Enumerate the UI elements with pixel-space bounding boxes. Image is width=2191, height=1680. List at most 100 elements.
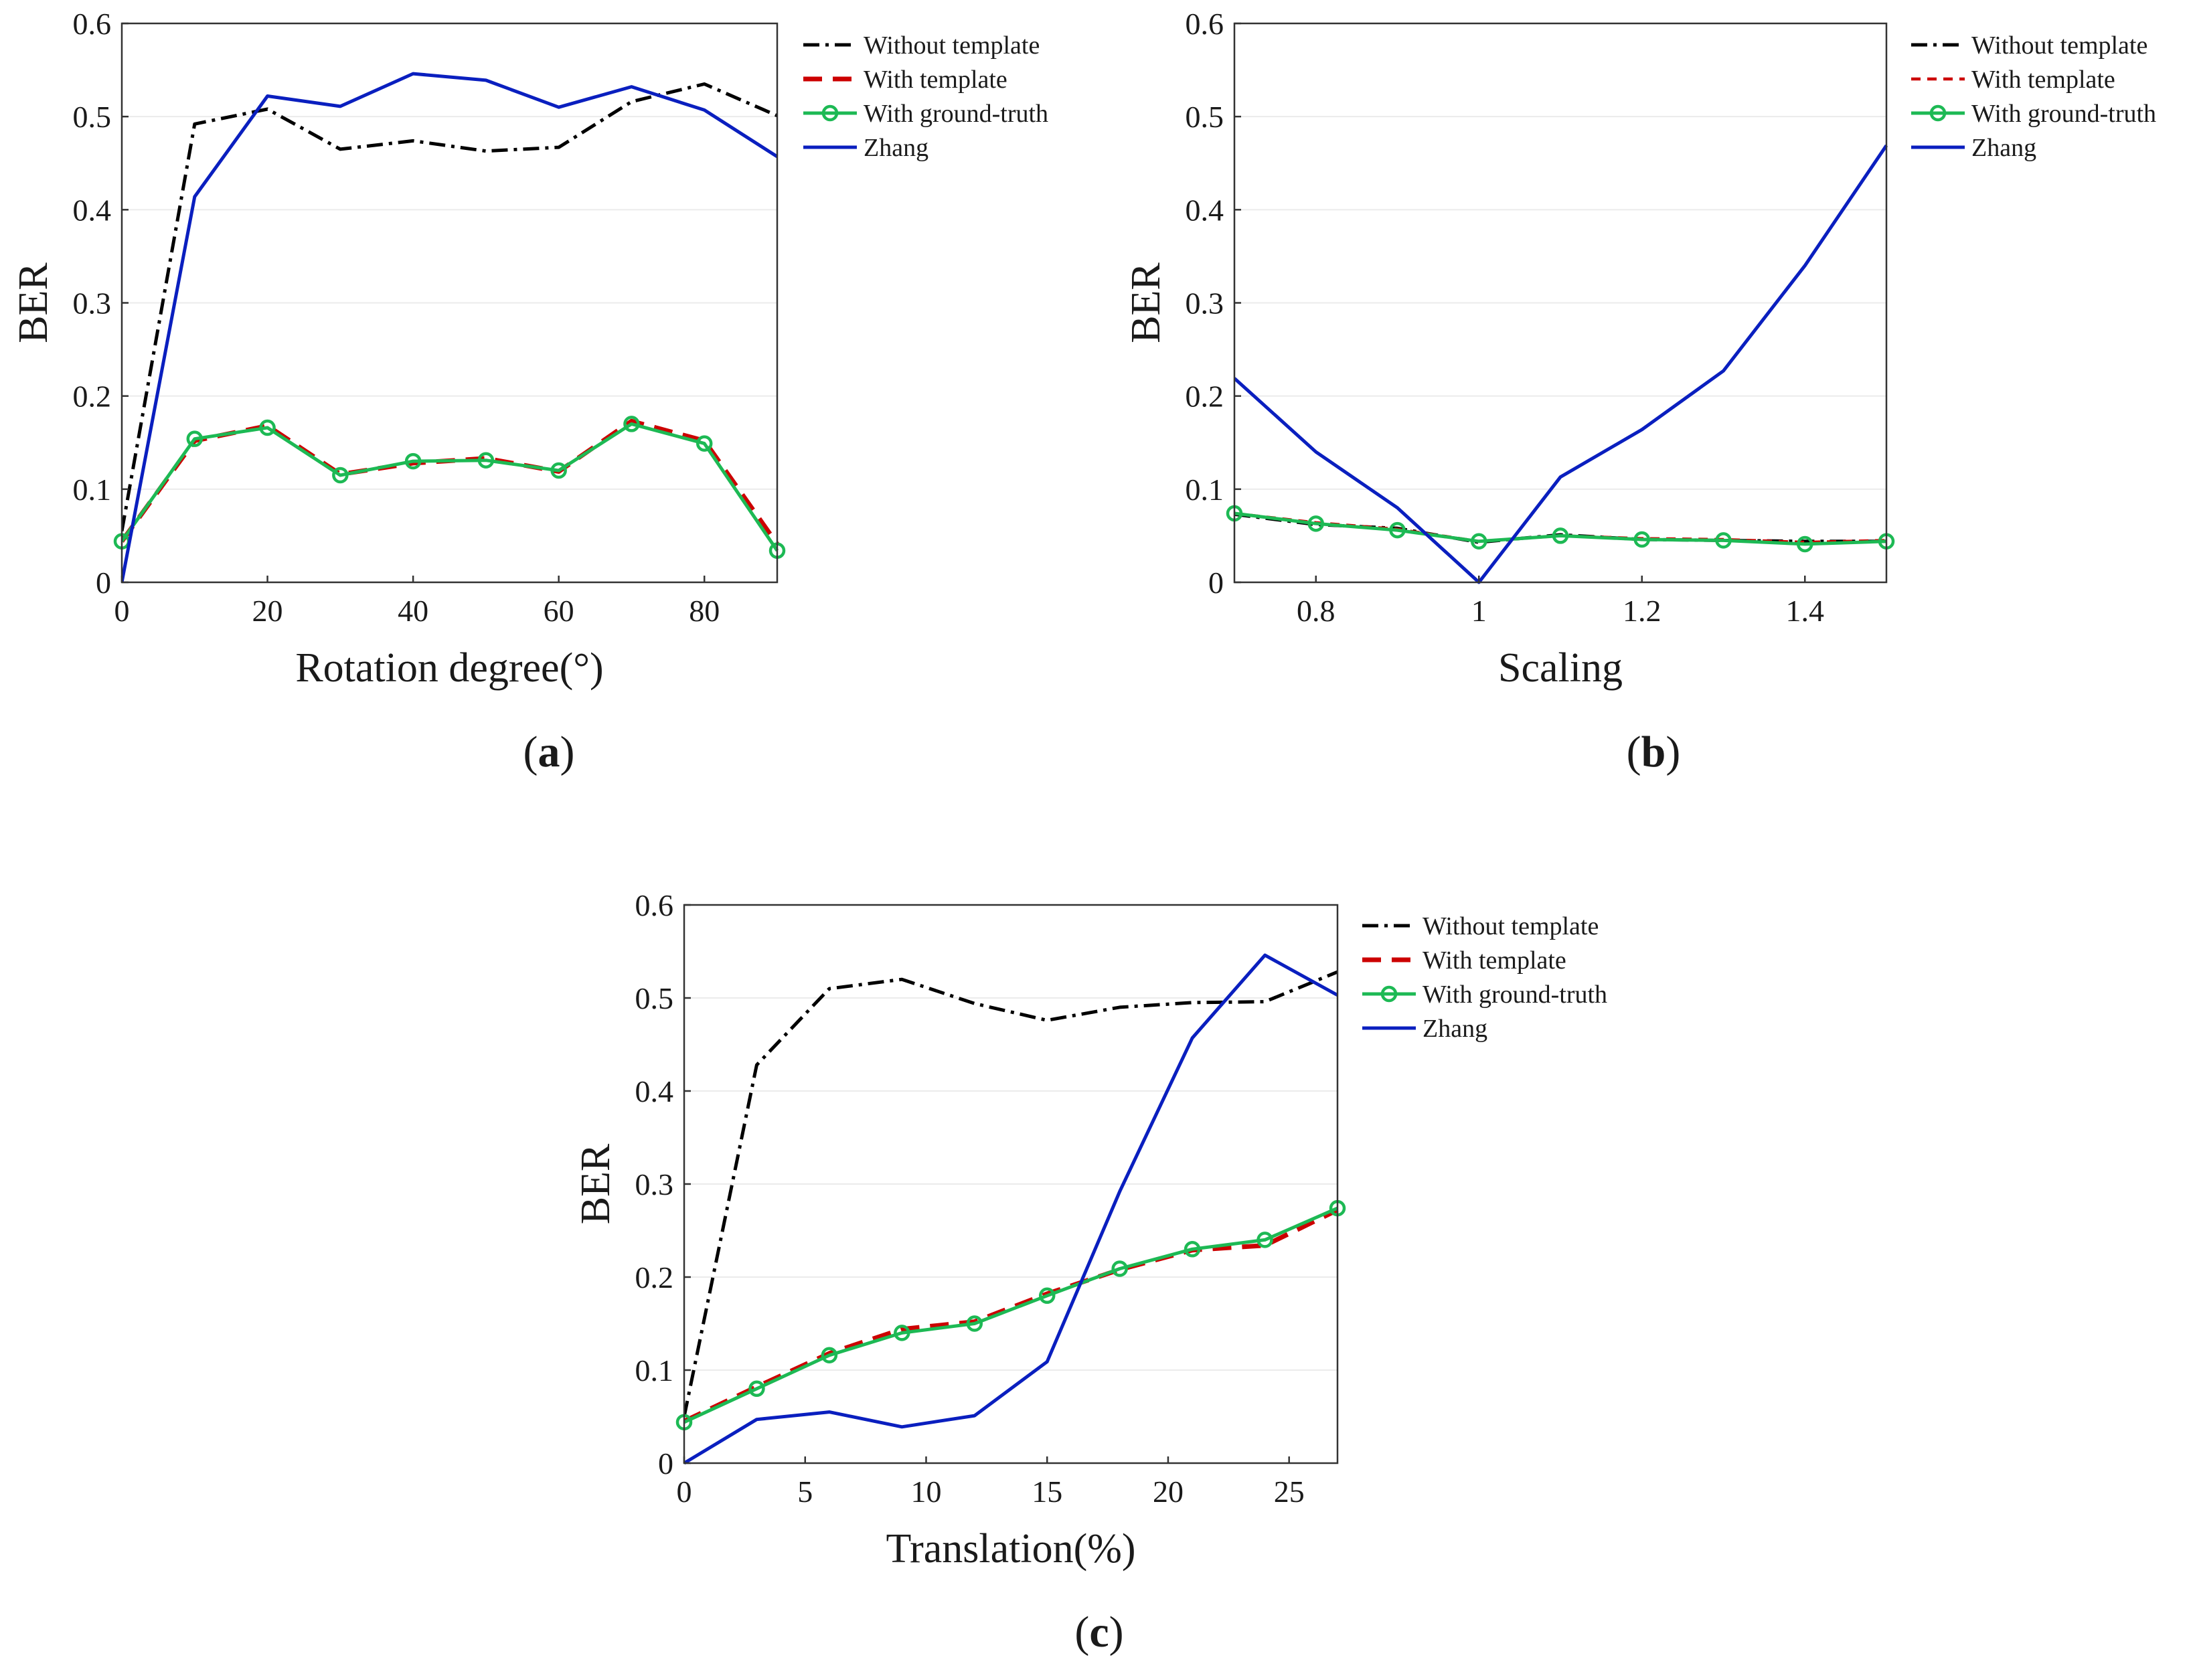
y-tick-label: 0.1 xyxy=(1186,473,1224,507)
y-tick-label: 0 xyxy=(1208,566,1224,600)
y-tick-label: 0.3 xyxy=(635,1167,674,1201)
series-line-with-template xyxy=(122,418,779,545)
chart-panel-b: 0 0.1 0.2 0.3 0.4 0.5 0.6 0.8 1 1.2 1.4 Scaling BER W… xyxy=(1123,7,2156,776)
y-tick-label: 0.4 xyxy=(73,193,112,227)
data-point xyxy=(1256,1232,1273,1248)
data-point xyxy=(1307,515,1324,532)
x-tick-label: 0 xyxy=(114,594,130,628)
x-tick-label: 20 xyxy=(252,594,283,628)
y-axis-title: BER xyxy=(11,262,56,343)
x-axis-title: Scaling xyxy=(1498,645,1623,691)
data-point xyxy=(1038,1287,1056,1305)
legend-label: Without template xyxy=(1423,912,1599,940)
legend-label: Without template xyxy=(1971,31,2147,60)
x-tick-label: 15 xyxy=(1032,1475,1062,1509)
series-line-zhang xyxy=(1234,144,1888,584)
y-axis-title: BER xyxy=(573,1143,619,1224)
x-tick-label: 25 xyxy=(1274,1475,1305,1509)
x-tick-label: 0 xyxy=(677,1475,692,1509)
data-point xyxy=(259,419,276,436)
series-line-with-ground-truth xyxy=(122,422,779,552)
legend-label: With ground-truth xyxy=(864,100,1048,128)
series-line-with-ground-truth xyxy=(1234,511,1887,546)
legend: Without template With template With ground… xyxy=(1362,912,1607,1043)
data-point xyxy=(1471,533,1487,550)
legend-marker xyxy=(821,104,839,122)
y-tick-label: 0.5 xyxy=(73,100,112,134)
data-point xyxy=(332,467,349,484)
y-tick-label: 0.3 xyxy=(73,286,112,321)
x-tick-label: 40 xyxy=(398,594,428,628)
data-point xyxy=(477,452,495,469)
y-tick-label: 0.4 xyxy=(635,1074,674,1108)
data-point xyxy=(1184,1241,1201,1258)
x-tick-label: 10 xyxy=(910,1475,941,1509)
y-tick-label: 0.4 xyxy=(1186,193,1224,227)
y-tick-label: 0.6 xyxy=(635,888,674,922)
legend-marker xyxy=(1929,104,1947,122)
x-tick-label: 80 xyxy=(689,594,720,628)
data-point xyxy=(623,416,640,432)
legend-label: Zhang xyxy=(864,134,928,162)
data-point xyxy=(696,435,713,452)
x-tick-label: 60 xyxy=(544,594,574,628)
legend-label: With template xyxy=(864,66,1007,94)
panel-label: (a) xyxy=(523,728,575,776)
x-tick-label: 1.2 xyxy=(1623,594,1661,628)
series-line-zhang xyxy=(684,953,1339,1465)
legend-label: Zhang xyxy=(1971,134,2036,162)
x-tick-label: 5 xyxy=(797,1475,813,1509)
x-tick-label: 1 xyxy=(1471,594,1487,628)
y-tick-label: 0.5 xyxy=(635,981,674,1015)
series-line-without-template xyxy=(122,82,778,531)
x-tick-label: 1.4 xyxy=(1786,594,1825,628)
x-axis-title: Translation(%) xyxy=(886,1526,1135,1572)
y-tick-label: 0.2 xyxy=(635,1260,674,1294)
data-point xyxy=(404,452,422,470)
series-line-without-template xyxy=(684,970,1338,1418)
x-axis-title: Rotation degree(°) xyxy=(295,645,603,691)
y-tick-label: 0.1 xyxy=(73,473,112,507)
legend-label: With template xyxy=(1423,946,1566,975)
data-point xyxy=(186,430,204,447)
y-tick-label: 0.1 xyxy=(635,1353,674,1388)
series-line-zhang xyxy=(122,72,779,583)
data-point xyxy=(1715,532,1732,549)
chart-panel-c: 0 0.1 0.2 0.3 0.4 0.5 0.6 0 5 10 15 20 25 Translation… xyxy=(573,888,1607,1657)
y-tick-label: 0.5 xyxy=(1186,100,1224,134)
x-tick-label: 20 xyxy=(1153,1475,1184,1509)
legend-label: Without template xyxy=(864,31,1040,60)
y-axis-title: BER xyxy=(1123,262,1169,343)
y-tick-label: 0.2 xyxy=(1186,380,1224,414)
series-line-with-template xyxy=(684,1207,1339,1424)
legend-marker xyxy=(1380,985,1398,1003)
data-point xyxy=(1797,535,1813,553)
y-tick-label: 0.3 xyxy=(1186,286,1224,321)
legend: Without template With template With ground… xyxy=(1911,31,2156,162)
data-point xyxy=(1633,531,1650,548)
legend-label: With ground-truth xyxy=(1971,100,2156,128)
legend: Without template With template With ground… xyxy=(803,31,1048,162)
y-tick-label: 0 xyxy=(96,566,111,600)
y-tick-label: 0 xyxy=(658,1446,673,1481)
y-tick-label: 0.2 xyxy=(73,380,112,414)
data-point xyxy=(966,1315,983,1332)
y-tick-label: 0.6 xyxy=(1186,7,1224,41)
data-point xyxy=(821,1347,838,1364)
data-point xyxy=(1389,521,1406,539)
legend-label: With ground-truth xyxy=(1423,981,1607,1009)
panel-label: (c) xyxy=(1074,1608,1123,1657)
data-point xyxy=(1111,1260,1128,1277)
y-tick-label: 0.6 xyxy=(73,7,112,41)
legend-label: Zhang xyxy=(1423,1015,1487,1043)
x-tick-label: 0.8 xyxy=(1297,594,1335,628)
data-point xyxy=(748,1380,765,1398)
series-line-with-ground-truth xyxy=(684,1206,1338,1424)
data-point xyxy=(550,462,567,479)
data-point xyxy=(1552,527,1569,544)
legend-label: With template xyxy=(1971,66,2115,94)
data-point xyxy=(894,1325,910,1341)
panel-label: (b) xyxy=(1627,728,1681,776)
chart-panel-a: 0 0.1 0.2 0.3 0.4 0.5 0.6 0 20 40 60 80 Rotation deg… xyxy=(11,7,1048,776)
